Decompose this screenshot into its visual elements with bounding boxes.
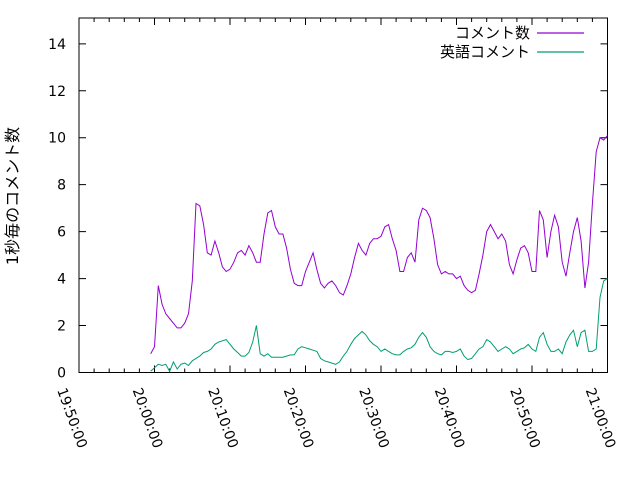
axes: 19:50:00 20:00:00 20:10:00 20:20:00 20:30:00…: [48, 17, 619, 451]
y-tick-label: 0: [57, 366, 66, 382]
y-tick-label: 8: [57, 178, 66, 194]
y-tick-label: 10: [48, 131, 66, 147]
y-axis-title: 1秒毎のコメント数: [3, 127, 22, 265]
y-tick-label: 4: [57, 272, 66, 288]
x-tick-label: 19:50:00: [53, 386, 90, 451]
x-tick-label: 20:50:00: [506, 386, 543, 451]
y-tick-label: 12: [48, 84, 66, 100]
legend-label-english-comments: 英語コメント: [440, 43, 530, 61]
legend-label-comment-count: コメント数: [455, 24, 530, 42]
plot-border: [78, 17, 608, 373]
x-tick-label: 20:10:00: [204, 386, 241, 451]
x-tick-label: 20:40:00: [431, 386, 468, 451]
y-tick-label: 2: [57, 319, 66, 335]
x-tick-label: 20:30:00: [355, 386, 392, 451]
x-tick-label: 20:00:00: [129, 386, 166, 451]
y-tick-label: 6: [57, 225, 66, 241]
x-tick-label: 20:20:00: [280, 386, 317, 451]
series-line-1: [150, 278, 608, 373]
legend: コメント数 英語コメント: [440, 24, 584, 61]
x-tick-label: 21:00:00: [582, 386, 619, 451]
series-line-0: [150, 135, 608, 354]
y-tick-label: 14: [48, 37, 66, 53]
series-lines: [150, 135, 608, 373]
